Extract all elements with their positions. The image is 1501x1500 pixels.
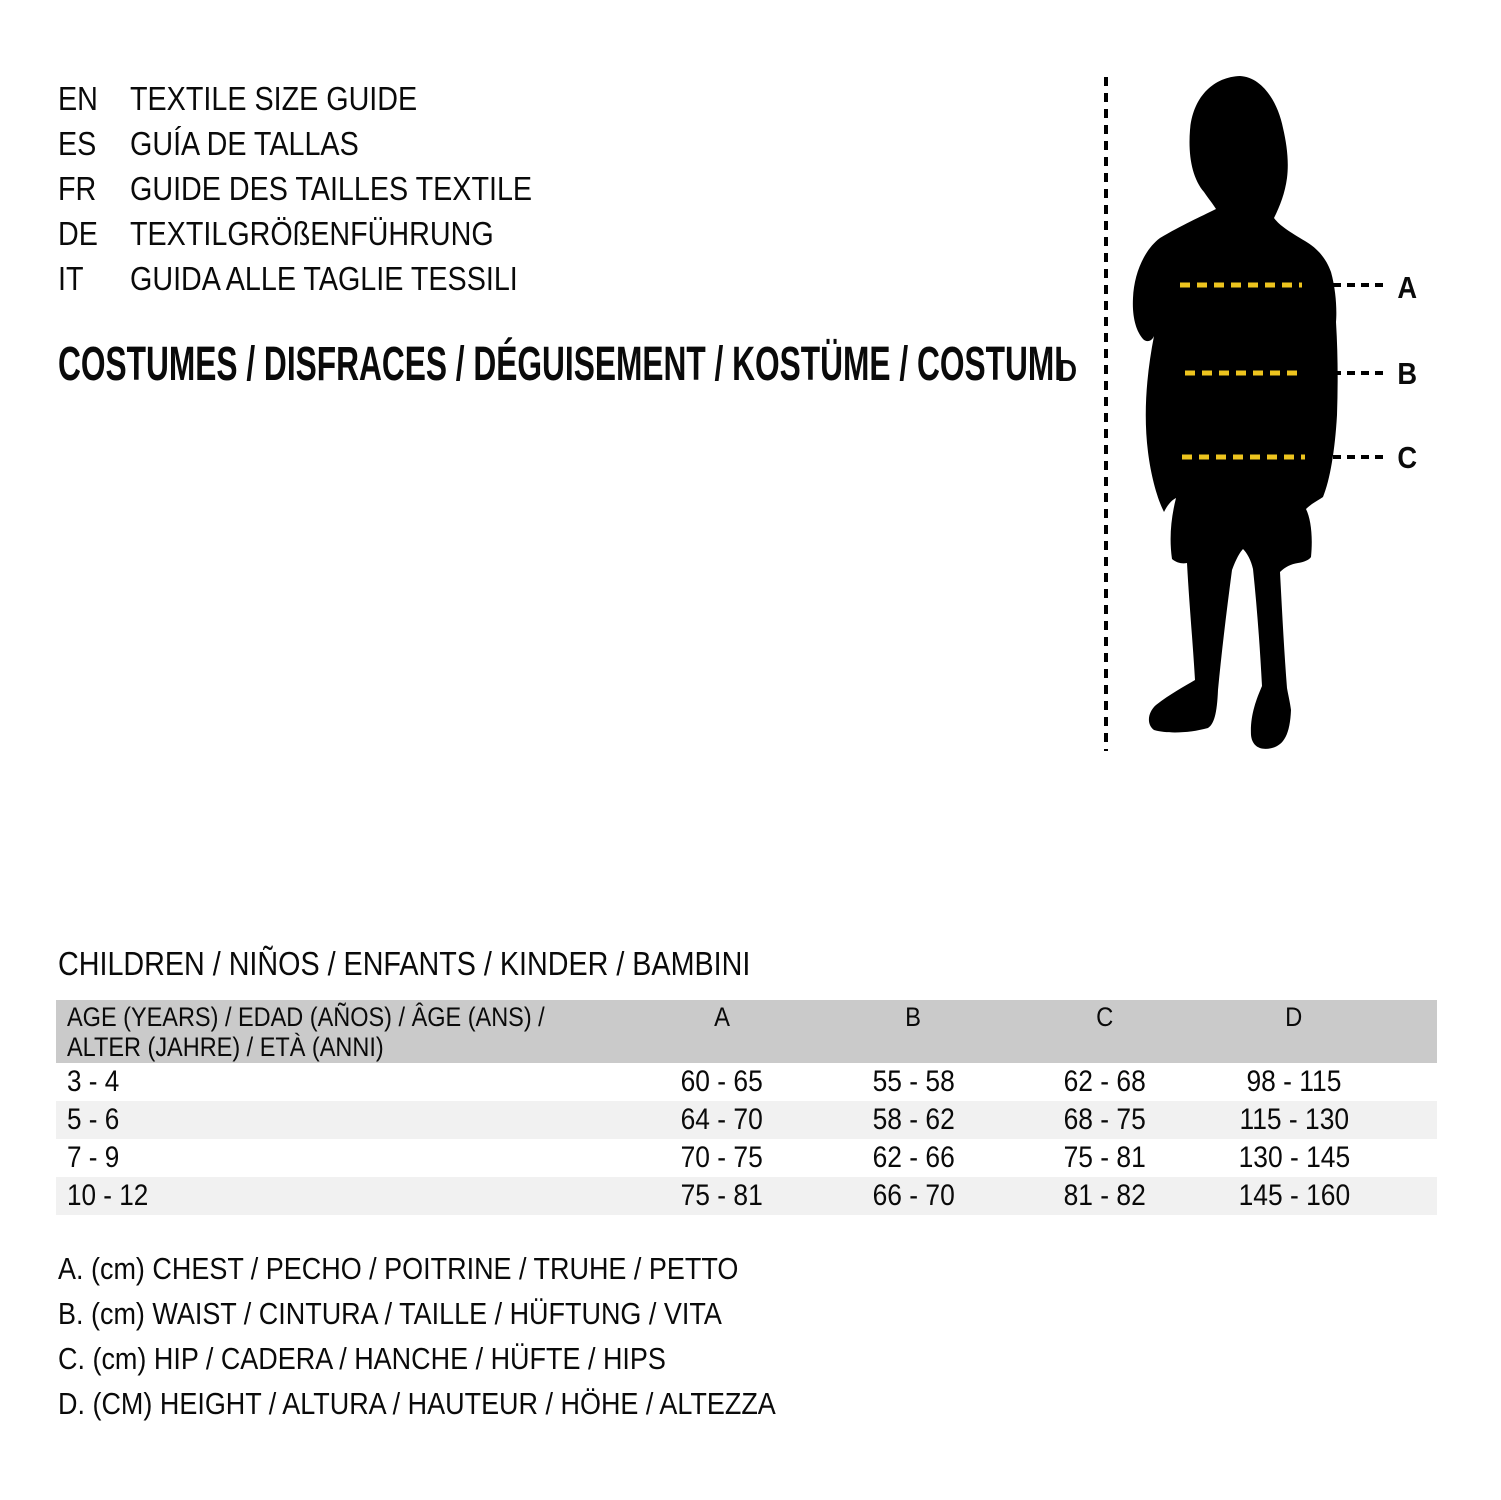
language-code: EN (58, 79, 98, 117)
hip-cell: 68 - 75 (1063, 1103, 1146, 1136)
children-size-table: AGE (YEARS) / EDAD (AÑOS) / ÂGE (ANS) / … (56, 1000, 1437, 1215)
legend-chest: A. (cm) CHEST / PECHO / POITRINE / TRUHE… (58, 1250, 739, 1286)
children-section-title: CHILDREN / NIÑOS / ENFANTS / KINDER / BA… (58, 947, 854, 980)
language-code: ES (58, 124, 97, 162)
waist-cell: 66 - 70 (872, 1179, 955, 1212)
age-cell: 7 - 9 (67, 1141, 120, 1174)
height-label: D (1056, 355, 1078, 386)
height-cell: 98 - 115 (1246, 1065, 1342, 1098)
child-silhouette-figure (1104, 76, 1387, 751)
language-code: FR (58, 169, 97, 207)
language-row-fr: FR GUIDE DES TAILLES TEXTILE (58, 166, 592, 211)
costumes-heading: COSTUMES / DISFRACES / DÉGUISEMENT / KOS… (58, 338, 1064, 391)
legend-height: D. (CM) HEIGHT / ALTURA / HAUTEUR / HÖHE… (58, 1385, 776, 1421)
table-row-age-10-12: 10 - 12 75 - 81 66 - 70 81 - 82 145 - 16… (56, 1177, 1437, 1215)
hip-cell: 62 - 68 (1063, 1065, 1146, 1098)
age-column-header: AGE (YEARS) / EDAD (AÑOS) / ÂGE (ANS) / … (56, 1002, 627, 1063)
children-section-title-text: CHILDREN / NIÑOS / ENFANTS / KINDER / BA… (58, 945, 751, 982)
language-title-block: EN TEXTILE SIZE GUIDE ES GUÍA DE TALLAS … (58, 76, 592, 301)
table-row-age-5-6: 5 - 6 64 - 70 58 - 62 68 - 75 115 - 130 (56, 1101, 1437, 1139)
age-cell: 5 - 6 (67, 1103, 120, 1136)
chest-cell: 64 - 70 (680, 1103, 764, 1136)
table-row-age-7-9: 7 - 9 70 - 75 62 - 66 75 - 81 130 - 145 (56, 1139, 1437, 1177)
chest-label-text: A (1397, 270, 1418, 305)
language-code: IT (58, 259, 84, 297)
hip-label: C (1396, 442, 1418, 473)
column-header-c: C (1095, 1002, 1114, 1032)
waist-label-text: B (1397, 356, 1418, 391)
age-header-line2: ALTER (JAHRE) / ETÀ (ANNI) (67, 1032, 384, 1062)
language-code: DE (58, 214, 98, 252)
chest-cell: 60 - 65 (680, 1065, 764, 1098)
legend-hip: C. (cm) HIP / CADERA / HANCHE / HÜFTE / … (58, 1340, 666, 1376)
language-row-de: DE TEXTILGRÖßENFÜHRUNG (58, 211, 592, 256)
age-cell: 10 - 12 (67, 1179, 149, 1212)
guide-title-fr: GUIDE DES TAILLES TEXTILE (130, 169, 533, 207)
guide-title-de: TEXTILGRÖßENFÜHRUNG (130, 214, 494, 252)
measurement-legend: A. (cm) CHEST / PECHO / POITRINE / TRUHE… (58, 1246, 883, 1426)
language-row-en: EN TEXTILE SIZE GUIDE (58, 76, 592, 121)
height-cell: 130 - 145 (1238, 1141, 1350, 1174)
child-silhouette (1132, 76, 1338, 749)
waist-label: B (1396, 358, 1418, 389)
height-label-text: D (1057, 353, 1078, 388)
column-header-b: B (905, 1002, 922, 1032)
legend-waist: B. (cm) WAIST / CINTURA / TAILLE / HÜFTU… (58, 1295, 722, 1331)
column-header-a: A (714, 1002, 730, 1032)
table-header-row: AGE (YEARS) / EDAD (AÑOS) / ÂGE (ANS) / … (56, 1000, 1437, 1063)
chest-cell: 75 - 81 (680, 1179, 764, 1212)
language-row-it: IT GUIDA ALLE TAGLIE TESSILI (58, 256, 592, 301)
age-header-line1: AGE (YEARS) / EDAD (AÑOS) / ÂGE (ANS) / (67, 1002, 545, 1032)
chest-label: A (1396, 272, 1418, 303)
age-cell: 3 - 4 (67, 1065, 120, 1098)
guide-title-en: TEXTILE SIZE GUIDE (130, 79, 418, 117)
language-row-es: ES GUÍA DE TALLAS (58, 121, 592, 166)
table-row-age-3-4: 3 - 4 60 - 65 55 - 58 62 - 68 98 - 115 (56, 1063, 1437, 1101)
height-cell: 115 - 130 (1239, 1103, 1349, 1136)
waist-cell: 55 - 58 (872, 1065, 955, 1098)
height-cell: 145 - 160 (1238, 1179, 1350, 1212)
hip-cell: 75 - 81 (1063, 1141, 1146, 1174)
waist-cell: 58 - 62 (872, 1103, 955, 1136)
column-header-d: D (1285, 1002, 1303, 1032)
hip-cell: 81 - 82 (1063, 1179, 1146, 1212)
hip-label-text: C (1397, 440, 1418, 475)
waist-cell: 62 - 66 (872, 1141, 955, 1174)
guide-title-es: GUÍA DE TALLAS (130, 124, 359, 162)
chest-cell: 70 - 75 (680, 1141, 764, 1174)
guide-title-it: GUIDA ALLE TAGLIE TESSILI (130, 259, 518, 297)
